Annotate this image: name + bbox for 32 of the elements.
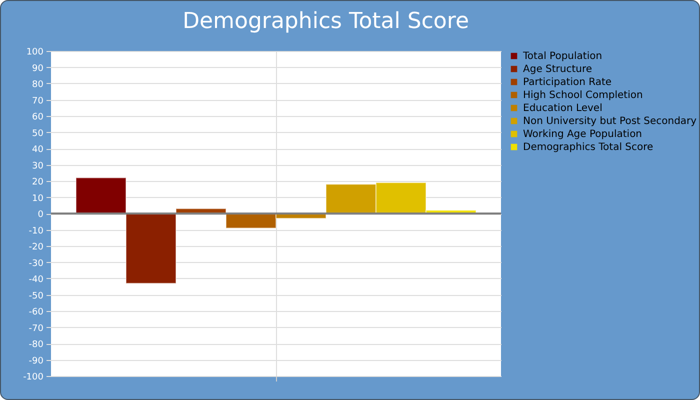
y-tick-label: 50 — [32, 128, 44, 139]
legend-label: Age Structure — [523, 64, 592, 75]
y-tick-label: 80 — [32, 80, 44, 90]
legend-label: Non University but Post Secondary — [523, 116, 697, 127]
y-tick-label: -20 — [28, 242, 44, 252]
legend-label: Working Age Population — [523, 129, 642, 140]
legend-label: Education Level — [523, 103, 602, 114]
bar — [126, 213, 176, 284]
legend-label: High School Completion — [523, 90, 643, 101]
y-tick-label: -60 — [28, 308, 44, 318]
y-tick-label: -10 — [28, 226, 44, 236]
chart-title: Demographics Total Score — [182, 9, 469, 34]
legend-label: Participation Rate — [523, 77, 612, 88]
bar — [76, 177, 126, 214]
y-tick-label: 100 — [26, 48, 44, 58]
y-tick-label: 60 — [32, 112, 44, 122]
y-tick-label: -90 — [28, 356, 44, 366]
y-tick-label: 90 — [32, 64, 44, 74]
y-tick-label: 40 — [32, 145, 44, 155]
y-tick-label: -50 — [28, 291, 44, 302]
y-tick-label: -30 — [28, 258, 44, 269]
y-tick-label: -40 — [28, 275, 44, 285]
legend-label: Demographics Total Score — [523, 142, 654, 153]
y-tick-label: 30 — [32, 161, 44, 172]
legend-label: Total Population — [522, 51, 602, 62]
y-tick-label: 0 — [38, 210, 44, 220]
y-tick-label: 10 — [32, 194, 44, 204]
y-tick-label: 20 — [32, 178, 44, 188]
y-tick-label: -70 — [28, 324, 44, 334]
y-tick-label: -80 — [28, 340, 44, 350]
y-tick-label: 70 — [32, 96, 44, 106]
y-tick-label: -100 — [23, 372, 44, 382]
